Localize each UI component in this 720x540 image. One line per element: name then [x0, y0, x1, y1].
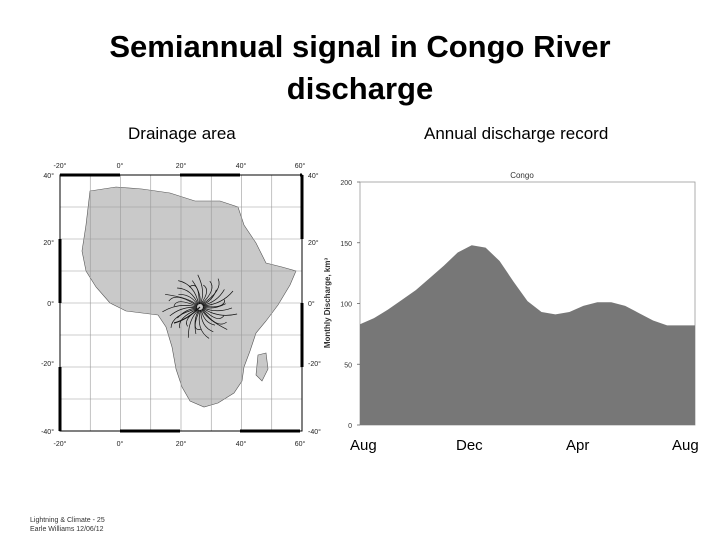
river-main-stem [173, 306, 201, 324]
lat-label-left-3: 0° [47, 300, 54, 308]
footer-line-1: Lightning & Climate - 25 [30, 517, 105, 524]
river-branch [179, 308, 198, 329]
chart-title: Congo [510, 171, 534, 180]
river-branch [202, 290, 234, 307]
river-branch [194, 309, 200, 335]
footer-line-2: Earle Williams 12/06/12 [30, 526, 104, 533]
lon-label-top-4: 40° [236, 162, 247, 170]
river-branch [177, 287, 199, 305]
lat-label-left-5: -40° [41, 428, 54, 436]
river-branch [177, 307, 198, 319]
river-branch [201, 309, 228, 330]
lon-label-bottom-5: 60° [295, 440, 306, 448]
river-branch [202, 307, 238, 316]
lat-label-right-5: -40° [308, 428, 321, 436]
river-branch [169, 307, 198, 317]
lon-label-top-2: 0° [117, 162, 124, 170]
map-grid [60, 175, 302, 431]
river-branch [200, 284, 207, 305]
river-branch [178, 280, 200, 305]
river-branch [202, 289, 217, 306]
slide-title: Semiannual signal in Congo River dischar… [60, 26, 660, 110]
congo-river-network [162, 274, 238, 339]
discharge-chart: 0 50 100 150 200 Congo Monthly Discharge, km… [323, 171, 696, 430]
river-branch [173, 301, 198, 307]
map-caption: Drainage area [128, 124, 236, 143]
footer-credit: Lightning & Climate - 25 Earle Williams … [30, 516, 105, 534]
lat-label-left-4: -20° [41, 360, 54, 368]
y-axis-label: Monthly Discharge, km³ [323, 258, 332, 349]
lon-label-bottom-4: 40° [236, 440, 247, 448]
river-branch [192, 280, 201, 305]
map-frame-ticks [58, 173, 304, 433]
lon-label-top-5: 60° [295, 162, 306, 170]
month-label-2: Dec [456, 437, 483, 454]
river-branch [201, 280, 213, 305]
y-tick-label: 200 [340, 180, 352, 187]
river-branch [201, 278, 220, 305]
y-tick-label: 150 [340, 241, 352, 248]
lon-label-bottom-2: 0° [117, 440, 124, 448]
river-branch [178, 294, 199, 306]
lat-label-left-2: 20° [43, 239, 54, 247]
chart-caption: Annual discharge record [424, 124, 609, 143]
river-branch [187, 309, 199, 338]
river-branch [197, 274, 203, 305]
y-axis: 0 50 100 150 200 [340, 180, 360, 430]
month-label-3: Apr [566, 437, 590, 454]
river-branch [165, 293, 198, 306]
river-branch [202, 289, 225, 306]
lon-label-bottom-3: 20° [176, 440, 187, 448]
title-line-1: Semiannual signal in Congo River [109, 29, 611, 64]
lon-label-bottom-1: -20° [54, 440, 67, 448]
lat-label-right-3: 0° [308, 300, 315, 308]
month-label-1: Aug [350, 437, 377, 454]
month-label-4: Aug [672, 437, 699, 454]
lon-label-top-3: 20° [176, 162, 187, 170]
lat-label-right-4: -20° [308, 360, 321, 368]
lat-label-right-1: 40° [308, 172, 319, 180]
y-tick-label: 0 [348, 423, 352, 430]
lat-label-right-2: 20° [308, 239, 319, 247]
drainage-map: -20° 0° 20° 40° 60° -20° 0° 20° 40° 60° … [41, 162, 321, 448]
river-branch [202, 308, 225, 319]
river-branch [202, 299, 225, 308]
river-branch [162, 305, 198, 313]
river-branch [202, 303, 226, 309]
river-branch [168, 296, 198, 307]
river-branch [202, 307, 233, 312]
river-branch [198, 309, 210, 339]
river-branch [200, 309, 214, 333]
river-branch [200, 309, 215, 326]
lat-label-left-1: 40° [43, 172, 54, 180]
discharge-area [360, 245, 695, 425]
lon-label-top-1: -20° [54, 162, 67, 170]
title-line-2: discharge [286, 71, 434, 106]
y-tick-label: 100 [340, 302, 352, 309]
river-branch [170, 308, 198, 328]
y-tick-label: 50 [344, 362, 352, 369]
